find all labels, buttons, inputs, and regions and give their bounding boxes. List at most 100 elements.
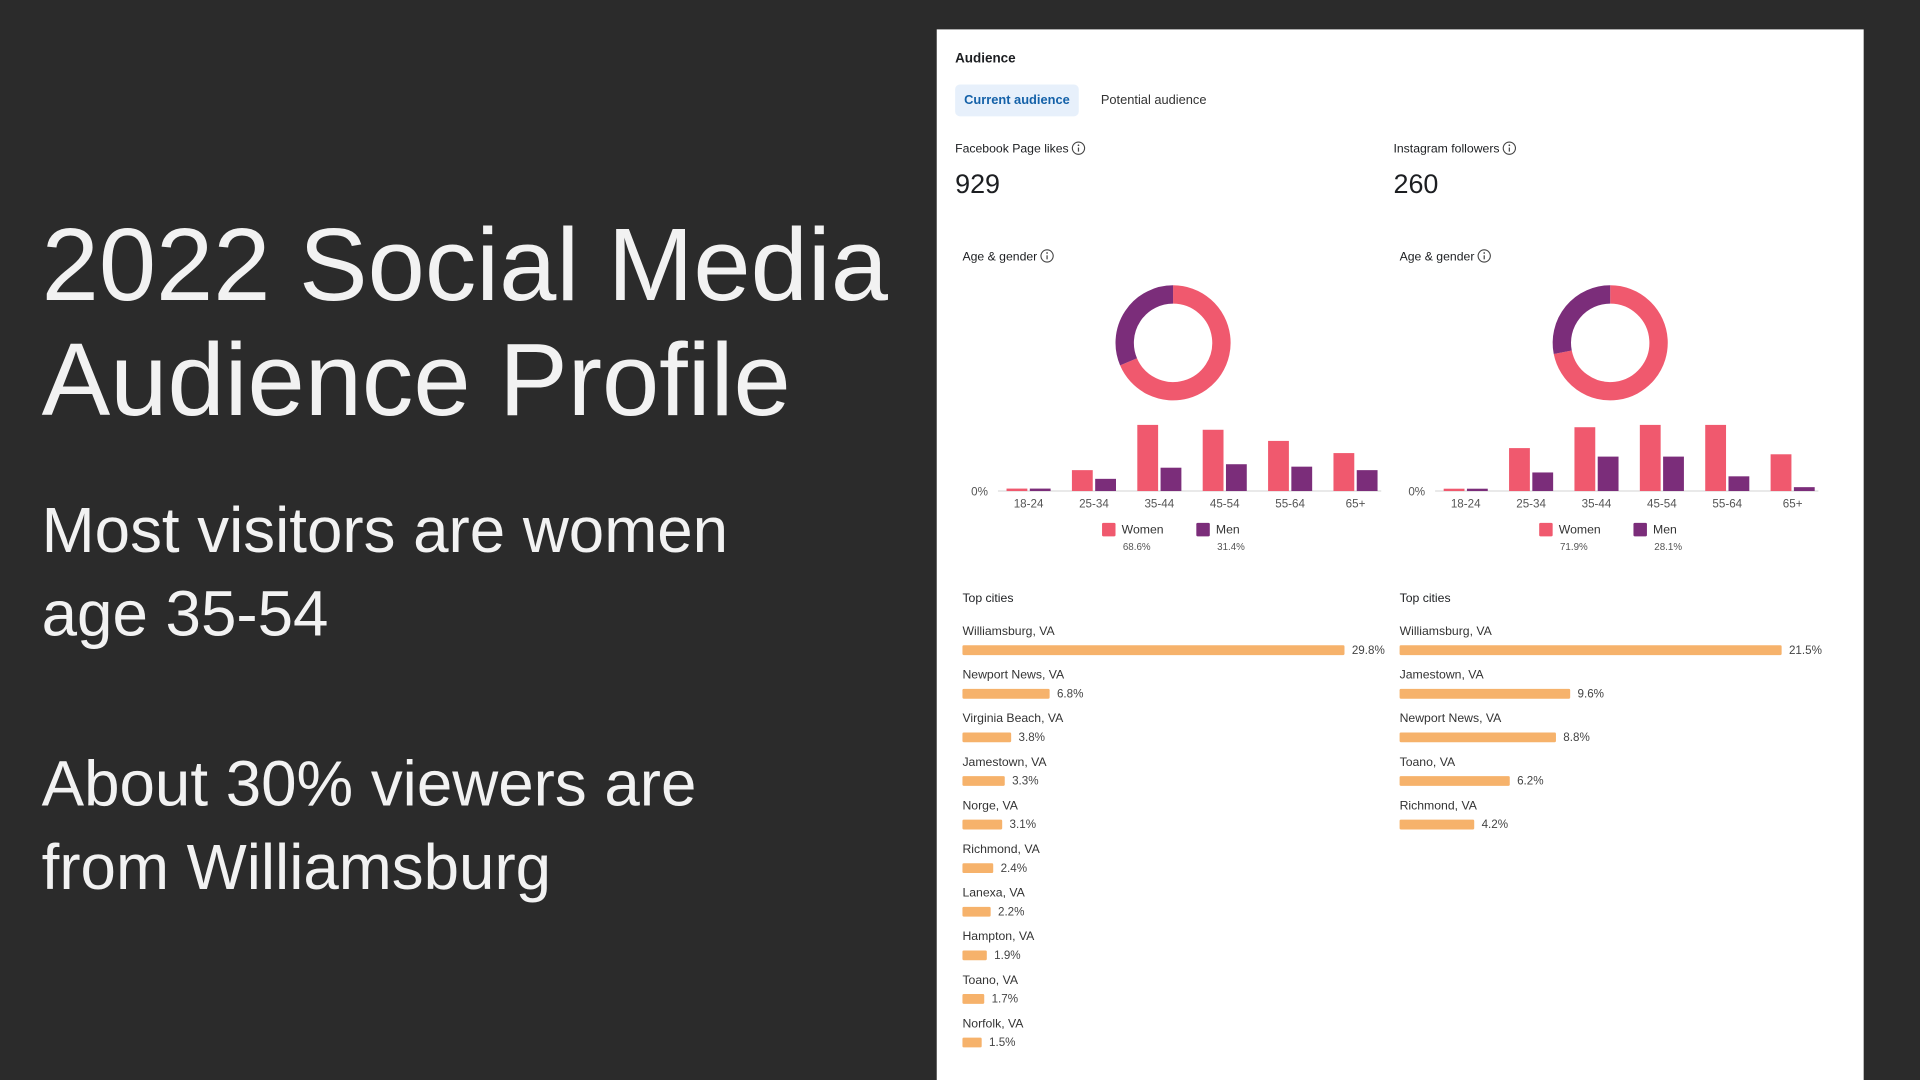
x-tick-label: 55-64 [1275,498,1305,511]
key-point: About 30% viewers are from Williamsburg [41,749,697,904]
bar [1095,478,1117,492]
metric-value: 260 [1393,169,1438,199]
legend-share: 28.1% [1654,542,1682,553]
city-name: Toano, VA [962,973,1018,987]
city-bar [962,645,1345,656]
city-value: 1.7% [992,993,1019,1006]
legend-swatch [1633,522,1647,537]
legend-share: 68.6% [1123,542,1151,553]
x-tick-label: 45-54 [1647,498,1677,511]
donut-segment [1553,285,1668,401]
bar [1770,454,1792,492]
city-value: 3.3% [1012,775,1039,788]
metric-value: 929 [955,169,1000,199]
city-value: 6.8% [1057,687,1084,700]
city-bar [962,950,987,961]
x-tick-label: 55-64 [1712,498,1742,511]
key-point: Most visitors are women age 35-54 [41,495,729,651]
y-tick-label: 0% [1408,485,1425,498]
audience-panel: Audience Current audience Potential audi… [936,29,1864,1080]
info-icon [1046,252,1048,254]
panel-heading: Audience [955,50,1016,65]
city-bar [1399,776,1510,786]
legend-share: 71.9% [1560,542,1588,553]
city-name: Norge, VA [962,798,1018,812]
city-value: 29.8% [1352,644,1385,657]
city-bar [962,994,985,1004]
city-value: 21.5% [1789,644,1822,657]
tab-label[interactable]: Potential audience [1101,92,1207,107]
info-icon [1040,249,1054,263]
panel-canvas: Audience Current audience Potential audi… [955,50,1822,1049]
bar [1639,424,1661,492]
slide-title: 2022 Social Media Audience Profile [41,206,888,438]
legend-label: Men [1216,522,1240,536]
tab-label[interactable]: Current audience [964,92,1070,107]
city-value: 1.9% [994,949,1021,962]
city-name: Richmond, VA [1400,798,1478,812]
bar [1356,470,1378,492]
donut-segment [1552,285,1611,354]
city-name: Williamsburg, VA [1400,624,1493,638]
city-value: 9.6% [1578,687,1605,700]
city-value: 6.2% [1517,775,1543,788]
bar [1793,487,1815,492]
donut-segment [1120,285,1231,401]
city-name: Norfolk, VA [962,1016,1024,1030]
bar [1728,476,1750,492]
bar [1268,440,1289,492]
legend-share: 31.4% [1217,542,1245,553]
x-tick-label: 35-44 [1582,498,1612,511]
bar [1574,427,1596,492]
x-tick-label: 25-34 [1516,498,1546,511]
chart-title: Age & gender [1400,249,1475,263]
tab-active[interactable] [955,84,1079,117]
info-icon [1477,249,1491,263]
legend-label: Women [1559,522,1601,536]
city-name: Williamsburg, VA [962,624,1055,638]
info-icon [1483,252,1486,254]
city-value: 3.1% [1010,818,1036,831]
bar [1225,464,1247,492]
city-value: 3.8% [1019,731,1046,744]
city-bar [962,1037,982,1048]
city-name: Jamestown, VA [962,755,1047,769]
city-bar [962,906,991,917]
y-tick-label: 0% [971,485,988,498]
legend-swatch [1539,522,1553,537]
x-tick-label: 25-34 [1079,498,1109,511]
city-bar [1399,688,1571,699]
city-value: 4.2% [1482,818,1509,831]
city-name: Richmond, VA [962,842,1040,856]
x-tick-label: 65+ [1783,498,1803,511]
bar [1160,467,1182,492]
metric-label: Instagram followers [1393,142,1499,156]
city-bar [962,819,1003,830]
cities-title: Top cities [1400,591,1451,605]
legend-label: Women [1122,522,1164,536]
city-bar [962,776,1005,786]
bar [1597,456,1619,492]
city-bar [962,688,1050,699]
bar [1443,488,1465,492]
donut-segment [1115,285,1174,366]
bar [1029,488,1051,492]
bar [1509,448,1530,492]
city-bar [962,732,1012,743]
bar [1705,424,1727,492]
bar [1202,429,1224,492]
metric-label: Facebook Page likes [955,142,1069,156]
x-tick-label: 35-44 [1144,498,1174,511]
city-name: Newport News, VA [962,668,1065,682]
bar [1006,488,1028,492]
bar [1291,466,1313,492]
city-bar [962,863,994,874]
city-name: Lanexa, VA [962,886,1025,900]
cities-title: Top cities [962,591,1013,605]
info-icon [1071,141,1086,155]
bar [1071,470,1093,492]
city-name: Hampton, VA [962,929,1035,943]
city-value: 1.5% [989,1036,1016,1049]
bar [1532,472,1554,492]
